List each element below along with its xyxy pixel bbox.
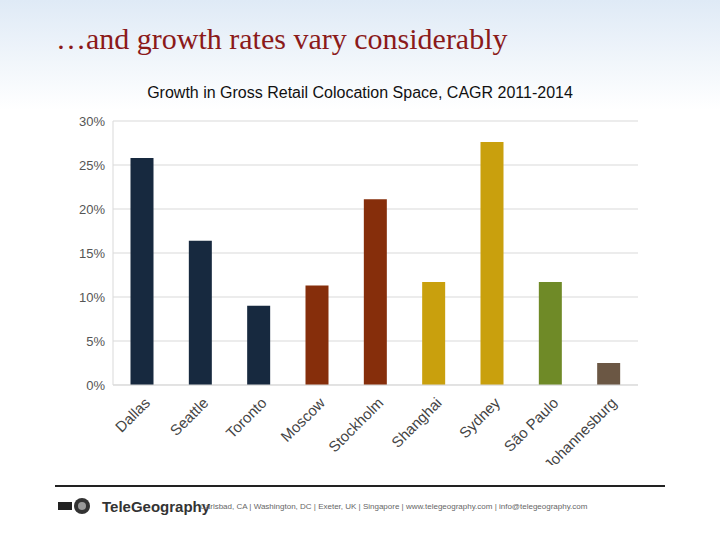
svg-text:10%: 10%: [79, 290, 105, 305]
svg-text:20%: 20%: [79, 202, 105, 217]
svg-text:Stockholm: Stockholm: [325, 394, 387, 456]
svg-text:30%: 30%: [79, 114, 105, 129]
svg-text:Moscow: Moscow: [277, 394, 328, 445]
html-text:TeleGeography: TeleGeography: [102, 497, 211, 515]
svg-text:Sydney: Sydney: [456, 394, 504, 442]
html-text:Growth in Gross Retail Colocat: Growth in Gross Retail Colocation Space,…: [147, 84, 573, 101]
svg-text:Dallas: Dallas: [112, 394, 153, 435]
html-text:…and growth rates vary conside: …and growth rates vary considerably: [56, 22, 508, 55]
svg-text:Shanghai: Shanghai: [388, 394, 445, 451]
svg-text:0%: 0%: [86, 378, 105, 393]
html-text:Carlsbad, CA | Washington, DC: Carlsbad, CA | Washington, DC | Exeter, …: [200, 502, 588, 511]
svg-text:25%: 25%: [79, 158, 105, 173]
svg-text:Johannesburg: Johannesburg: [541, 394, 620, 465]
svg-text:Toronto: Toronto: [222, 394, 269, 441]
svg-text:Seattle: Seattle: [166, 394, 211, 439]
svg-text:5%: 5%: [86, 334, 105, 349]
svg-text:15%: 15%: [79, 246, 105, 261]
svg-text:São Paulo: São Paulo: [500, 394, 561, 455]
